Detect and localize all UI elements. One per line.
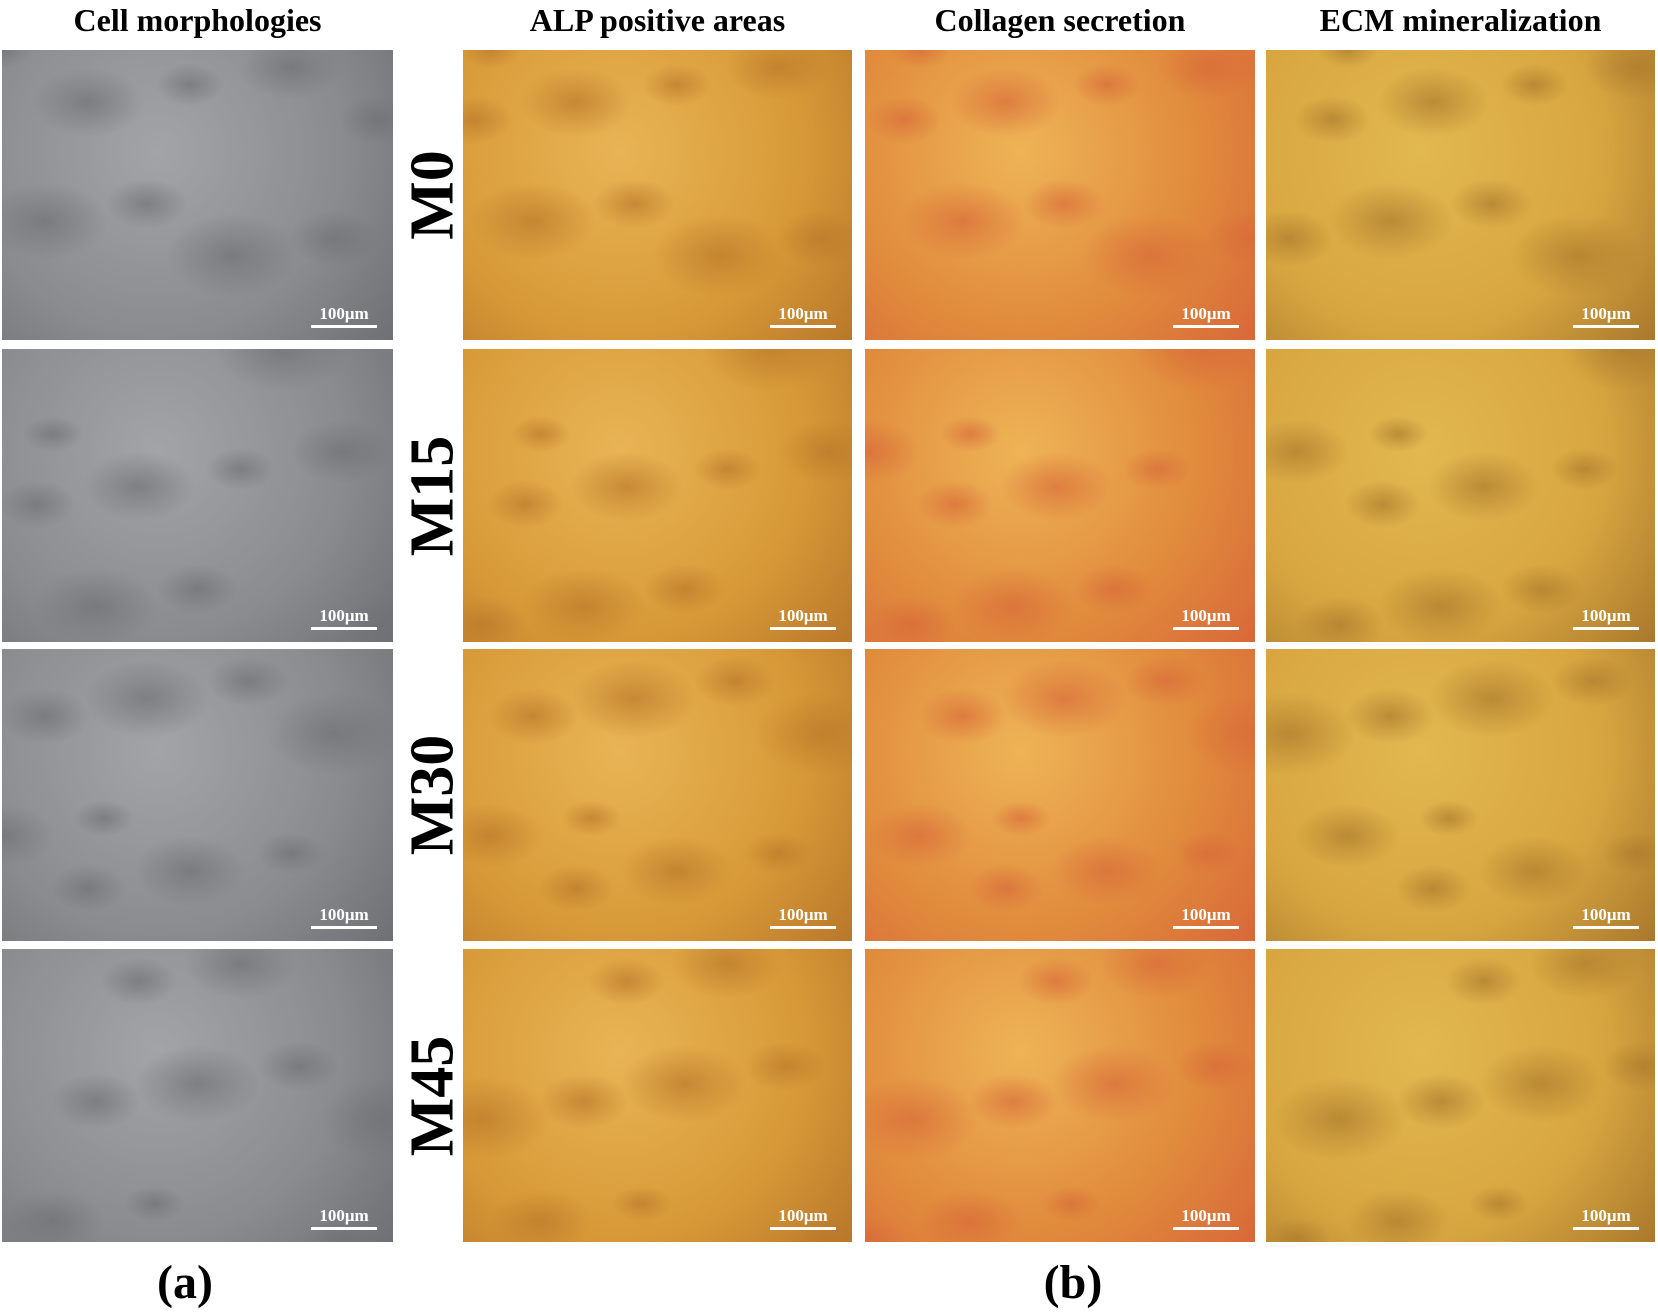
panel-label: (a) [157, 1256, 213, 1309]
micrograph: 100μm [1266, 649, 1655, 941]
column-header: Cell morphologies [73, 2, 322, 38]
micrograph: 100μm [1266, 949, 1655, 1242]
micrograph: 100μm [463, 949, 852, 1242]
row-label: M30 [398, 734, 467, 856]
scale-bar: 100μm [1173, 304, 1239, 328]
micrograph: 100μm [2, 649, 393, 941]
scale-bar: 100μm [311, 905, 377, 929]
column-header: Collagen secretion [934, 2, 1186, 38]
scale-bar: 100μm [1573, 606, 1639, 630]
micrograph: 100μm [865, 949, 1255, 1242]
micrograph: 100μm [865, 50, 1255, 340]
scale-bar: 100μm [770, 606, 836, 630]
row-label: M0 [398, 150, 467, 240]
scale-bar: 100μm [1173, 606, 1239, 630]
scale-bar: 100μm [1573, 1206, 1639, 1230]
micrograph: 100μm [865, 649, 1255, 941]
micrograph: 100μm [2, 949, 393, 1242]
scale-bar: 100μm [770, 1206, 836, 1230]
micrograph: 100μm [1266, 349, 1655, 642]
scale-bar: 100μm [1173, 1206, 1239, 1230]
scale-bar: 100μm [1573, 304, 1639, 328]
micrograph: 100μm [463, 649, 852, 941]
micrograph: 100μm [463, 50, 852, 340]
panel-label: (b) [1043, 1256, 1103, 1309]
scale-bar: 100μm [311, 606, 377, 630]
micrograph: 100μm [1266, 50, 1655, 340]
scale-bar: 100μm [770, 905, 836, 929]
row-label: M45 [398, 1035, 467, 1156]
scale-bar: 100μm [770, 304, 836, 328]
micrograph: 100μm [463, 349, 852, 642]
micrograph: 100μm [2, 349, 393, 642]
column-header: ALP positive areas [529, 2, 786, 38]
scale-bar: 100μm [311, 1206, 377, 1230]
scale-bar: 100μm [1573, 905, 1639, 929]
column-header: ECM mineralization [1319, 2, 1602, 38]
scale-bar: 100μm [311, 304, 377, 328]
micrograph: 100μm [2, 50, 393, 340]
row-label: M15 [398, 435, 467, 556]
scale-bar: 100μm [1173, 905, 1239, 929]
micrograph: 100μm [865, 349, 1255, 642]
